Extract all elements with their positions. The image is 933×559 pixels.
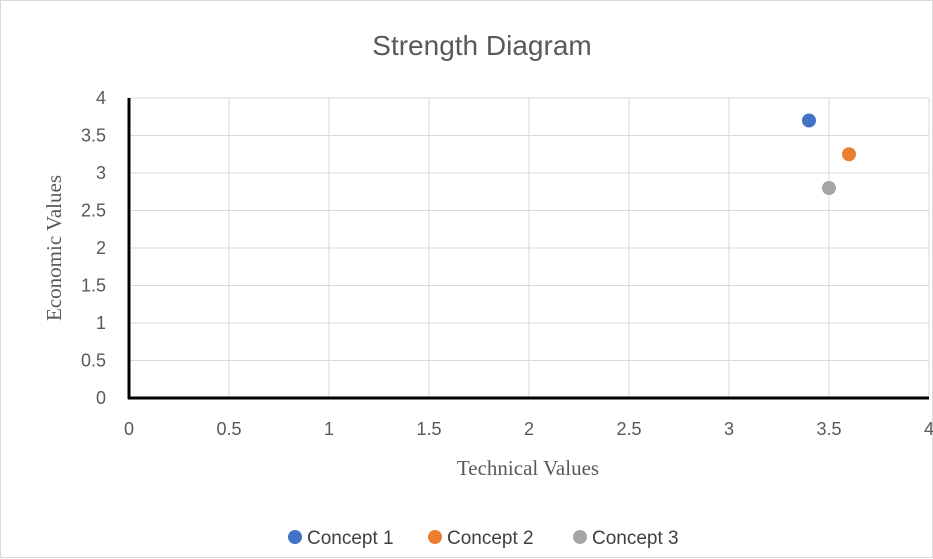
legend-marker [573,530,587,544]
y-tick-label: 2.5 [81,201,106,221]
chart-title: Strength Diagram [372,30,591,61]
y-tick-label: 0 [96,388,106,408]
legend-label: Concept 3 [592,528,679,549]
x-tick-label: 0 [124,419,134,439]
x-tick-label: 3 [724,419,734,439]
y-tick-label: 1 [96,313,106,333]
y-tick-label: 3.5 [81,126,106,146]
x-tick-label: 4 [924,419,933,439]
x-tick-label: 1.5 [416,419,441,439]
y-tick-label: 4 [96,88,106,108]
legend-label: Concept 2 [447,528,534,549]
y-axis-title: Economic Values [42,175,66,321]
y-tick-label: 0.5 [81,351,106,371]
x-tick-label: 2.5 [616,419,641,439]
legend-label: Concept 1 [307,528,394,549]
y-tick-label: 1.5 [81,276,106,296]
legend-marker [288,530,302,544]
legend: Concept 1 Concept 2 Concept 3 [288,528,679,549]
data-point [802,113,816,128]
x-axis-title: Technical Values [457,456,599,480]
y-tick-label: 3 [96,163,106,183]
gridlines [129,97,930,398]
data-point [842,147,856,162]
x-tick-label: 2 [524,419,534,439]
legend-item: Concept 2 [428,528,534,549]
data-points [802,113,856,195]
data-point [822,181,836,195]
x-tick-label: 0.5 [216,419,241,439]
x-tick-label: 3.5 [816,419,841,439]
y-tick-label: 2 [96,238,106,258]
x-tick-label: 1 [324,419,334,439]
legend-item: Concept 1 [288,528,394,549]
tick-labels: 0 0.5 1 1.5 2 2.5 3 3.5 4 0 0.5 1 1.5 2 2.5 3 3.5 4 [81,88,933,439]
legend-item: Concept 3 [573,528,679,549]
axes [127,98,929,400]
legend-marker [428,530,442,544]
